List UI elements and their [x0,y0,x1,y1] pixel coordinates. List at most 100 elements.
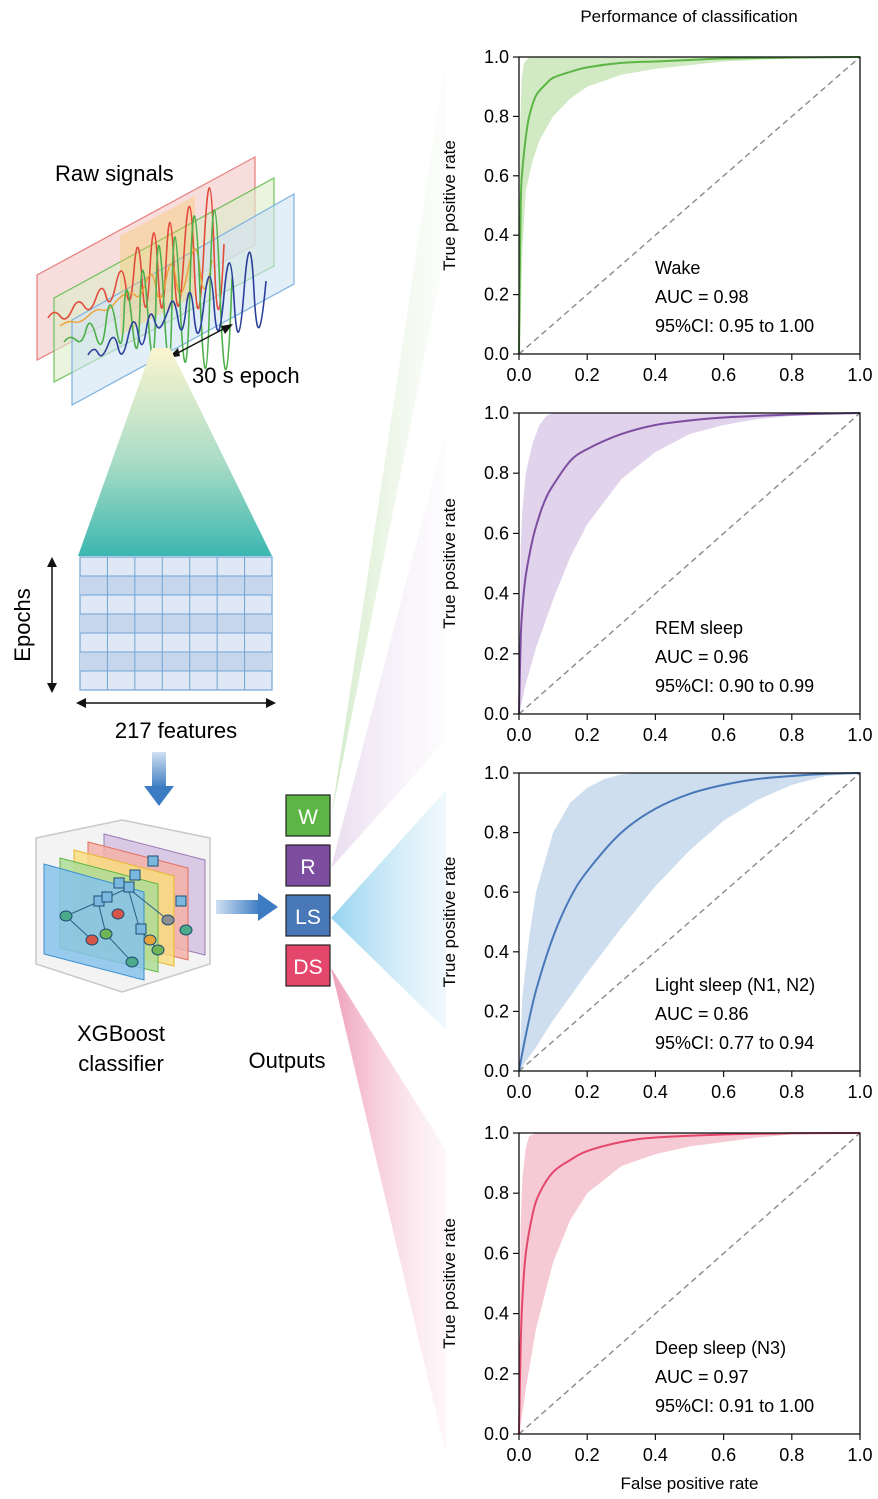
y-axis-label: True positive rate [440,498,459,629]
annotation-class: Deep sleep (N3) [655,1338,786,1358]
y-axis-label: True positive rate [440,140,459,271]
fan-deep-sleep [331,968,446,1455]
y-tick-label: 0.2 [484,1001,509,1021]
ci-band [519,413,860,714]
epoch-arrow [171,325,230,357]
down-arrow-shaft [152,752,166,788]
y-axis-label: True positive rate [440,1218,459,1349]
x-tick-label: 1.0 [847,1082,872,1102]
y-tick-label: 0.0 [484,1061,509,1081]
x-tick-label: 0.4 [643,725,668,745]
x-tick-label: 0.8 [779,365,804,385]
x-tick-label: 0.2 [575,1445,600,1465]
x-tick-label: 0.2 [575,725,600,745]
roc-chart-4: 0.0 0.2 0.4 0.6 0.8 1.0 0.0 0.2 0.4 0.6 0.8 1.0 True… [440,1123,873,1493]
x-tick-label: 0.6 [711,725,736,745]
epoch-arrow-head-end [221,324,233,334]
features-arrow-head-right [266,698,276,708]
roc-chart-3: 0.0 0.2 0.4 0.6 0.8 1.0 0.0 0.2 0.4 0.6 0.8 1.0 True… [440,763,873,1102]
roc-chart-2: 0.0 0.2 0.4 0.6 0.8 1.0 0.0 0.2 0.4 0.6 0.8 1.0 True… [440,403,873,745]
raw-signals-illustration: Raw signals 30 s epoch [36,155,300,407]
x-tick-label: 1.0 [847,365,872,385]
chance-diagonal [518,412,861,715]
x-tick-label: 0.0 [506,365,531,385]
output-label-ds: DS [293,956,322,979]
y-tick-label: 1.0 [484,763,509,783]
annotation-class: REM sleep [655,618,743,638]
epochs-arrow-head-top [47,557,57,567]
output-label-w: W [298,806,318,829]
x-tick-label: 0.4 [643,1445,668,1465]
annotation-auc: AUC = 0.98 [655,287,749,307]
y-tick-label: 0.4 [484,1304,509,1324]
outputs-label: Outputs [248,1048,325,1073]
tree-nodes [59,908,193,968]
y-tick-label: 0.0 [484,344,509,364]
y-tick-label: 0.6 [484,882,509,902]
ci-band [519,773,860,1071]
right-arrow-shaft [216,900,260,914]
x-tick-label: 0.2 [575,1082,600,1102]
classifier-label-line2: classifier [78,1051,164,1076]
plot-frame [518,1132,861,1435]
classifier-layer-blue [43,863,145,981]
x-tick-label: 0.6 [711,1082,736,1102]
annotation-auc: AUC = 0.96 [655,647,749,667]
chance-diagonal [518,772,861,1072]
output-box-r [285,844,331,887]
annotation-ci: 95%CI: 0.90 to 0.99 [655,676,814,696]
x-tick-label: 0.0 [506,1445,531,1465]
figure-title: Performance of classification [580,7,797,26]
epochs-arrow-head-bottom [47,683,57,693]
plot-frame [518,412,861,715]
down-arrow-head [144,786,174,806]
y-tick-label: 0.8 [484,463,509,483]
ci-band [519,1133,860,1434]
x-tick-label: 0.0 [506,725,531,745]
x-tick-label: 0.4 [643,365,668,385]
y-tick-label: 0.8 [484,106,509,126]
matrix-row-band [80,652,272,671]
roc-charts: 0.0 0.2 0.4 0.6 0.8 1.0 0.0 0.2 0.4 0.6 0.8 1.0 True… [440,47,873,1493]
output-boxes: W R LS DS [285,794,331,987]
projection-beam [78,348,272,556]
output-label-r: R [300,856,315,879]
output-label-ls: LS [295,906,321,929]
right-arrow-head [258,893,278,921]
y-tick-label: 0.8 [484,1183,509,1203]
y-tick-label: 0.4 [484,584,509,604]
output-fans [331,57,446,1455]
tree-squares [93,855,187,935]
y-tick-label: 0.6 [484,523,509,543]
x-tick-label: 0.8 [779,1082,804,1102]
annotation-ci: 95%CI: 0.77 to 0.94 [655,1033,814,1053]
y-tick-label: 1.0 [484,1123,509,1143]
chance-diagonal [518,1132,861,1435]
x-tick-label: 1.0 [847,725,872,745]
y-tick-label: 0.8 [484,823,509,843]
y-tick-label: 0.2 [484,285,509,305]
x-tick-label: 0.4 [643,1082,668,1102]
chance-diagonal [518,56,861,355]
x-tick-label: 0.0 [506,1082,531,1102]
roc-chart-1: 0.0 0.2 0.4 0.6 0.8 1.0 0.0 0.2 0.4 0.6 0.8 1.0 True… [440,47,873,385]
roc-mean-curve [518,1132,861,1435]
signal-frame-blue [71,192,295,407]
ci-band [519,57,860,354]
plot-frame [518,772,861,1072]
x-axis-label: False positive rate [621,1474,759,1493]
epochs-axis-label: Epochs [10,588,35,661]
roc-mean-curve [518,772,861,1072]
y-tick-label: 0.0 [484,704,509,724]
y-axis-label: True positive rate [440,857,459,988]
xgboost-classifier-graphic: XGBoost classifier [35,819,211,1076]
x-tick-label: 1.0 [847,1445,872,1465]
annotation-auc: AUC = 0.97 [655,1367,749,1387]
x-tick-label: 0.8 [779,1445,804,1465]
y-tick-label: 1.0 [484,47,509,67]
output-box-ls [285,894,331,937]
x-tick-label: 0.2 [575,365,600,385]
y-tick-label: 0.6 [484,1243,509,1263]
epoch-label: 30 s epoch [192,363,300,388]
fan-wake [331,57,446,818]
